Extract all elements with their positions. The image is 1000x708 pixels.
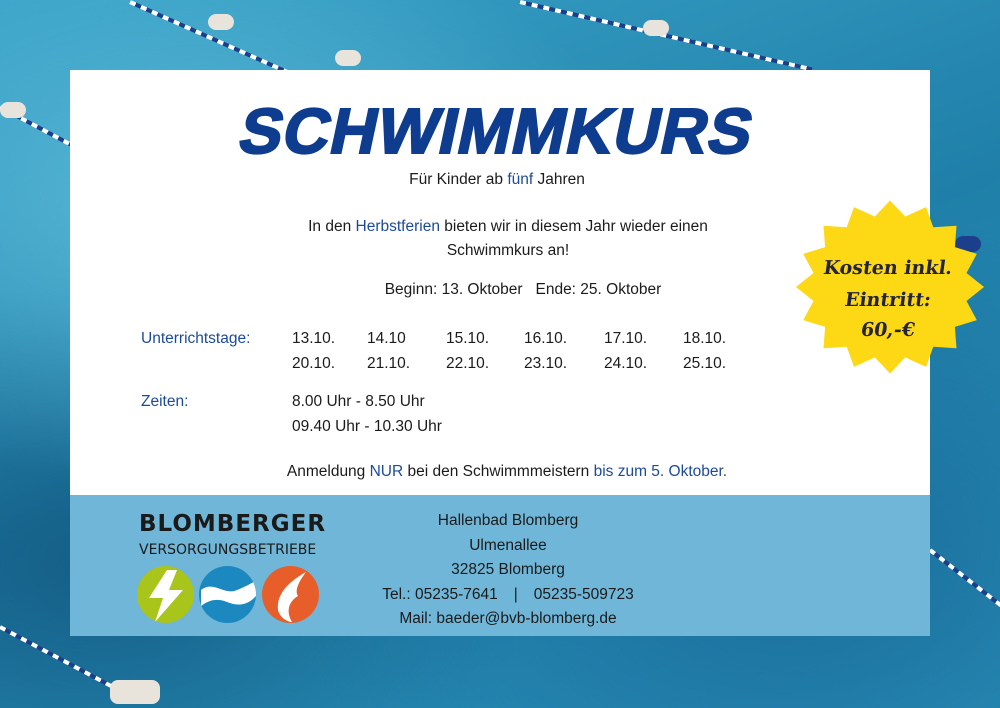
- time-slot: 09.40 Uhr - 10.30 Uhr: [292, 418, 442, 435]
- lesson-day: 17.10.: [604, 330, 648, 347]
- address-line: 32825 Blomberg: [451, 561, 565, 578]
- times-label: Zeiten:: [141, 393, 189, 410]
- course-dates: Beginn: 13. Oktober Ende: 25. Oktober: [384, 281, 662, 298]
- price-line-2: Eintritt:: [843, 289, 933, 311]
- buoy: [335, 50, 361, 66]
- mail-line: Mail: baeder@bvb-blomberg.de: [399, 610, 617, 627]
- lesson-day: 22.10.: [446, 355, 490, 372]
- buoy: [208, 14, 234, 30]
- lesson-day: 21.10.: [367, 355, 411, 372]
- lesson-day: 14.10: [367, 330, 406, 347]
- lesson-day: 16.10.: [524, 330, 568, 347]
- lesson-day: 13.10.: [292, 330, 336, 347]
- address-line: Hallenbad Blomberg: [437, 512, 579, 529]
- price-starburst: [796, 200, 984, 374]
- lesson-day: 24.10.: [604, 355, 648, 372]
- buoy: [643, 20, 669, 36]
- lane-rope: [519, 0, 813, 72]
- lightning-icon: [137, 566, 194, 623]
- registration-note: Anmeldung NUR bei den Schwimmmeistern bi…: [286, 463, 728, 480]
- lesson-day: 25.10.: [683, 355, 727, 372]
- page-title: SCHWIMMKURS: [232, 94, 762, 168]
- buoy: [955, 236, 981, 252]
- lesson-day: 23.10.: [524, 355, 568, 372]
- subtitle: Für Kinder ab fünf Jahren: [409, 171, 585, 188]
- logo-name: BLOMBERGER: [139, 511, 327, 537]
- logo-subtitle: VERSORGUNGSBETRIEBE: [139, 542, 317, 558]
- buoy: [0, 102, 26, 118]
- water-wave-icon: [199, 566, 256, 623]
- days-label: Unterrichtstage:: [141, 330, 251, 347]
- lesson-day: 18.10.: [683, 330, 727, 347]
- intro-line-2: Schwimmkurs an!: [446, 242, 570, 259]
- lane-rope: [928, 548, 1000, 607]
- price-line-1: Kosten inkl.: [822, 257, 954, 279]
- price-amount: 60,-€: [859, 319, 917, 341]
- phone-line: Tel.: 05235-7641 | 05235-509723: [382, 586, 634, 603]
- address-line: Ulmenallee: [469, 537, 547, 554]
- lesson-day: 15.10.: [446, 330, 490, 347]
- email-link[interactable]: baeder@bvb-blomberg.de: [436, 610, 617, 627]
- intro-line-1: In den Herbstferien bieten wir in diesem…: [308, 218, 708, 235]
- buoy: [110, 680, 160, 704]
- flyer-card: [70, 70, 930, 495]
- lesson-day: 20.10.: [292, 355, 336, 372]
- flame-icon: [262, 566, 319, 623]
- time-slot: 8.00 Uhr - 8.50 Uhr: [292, 393, 425, 410]
